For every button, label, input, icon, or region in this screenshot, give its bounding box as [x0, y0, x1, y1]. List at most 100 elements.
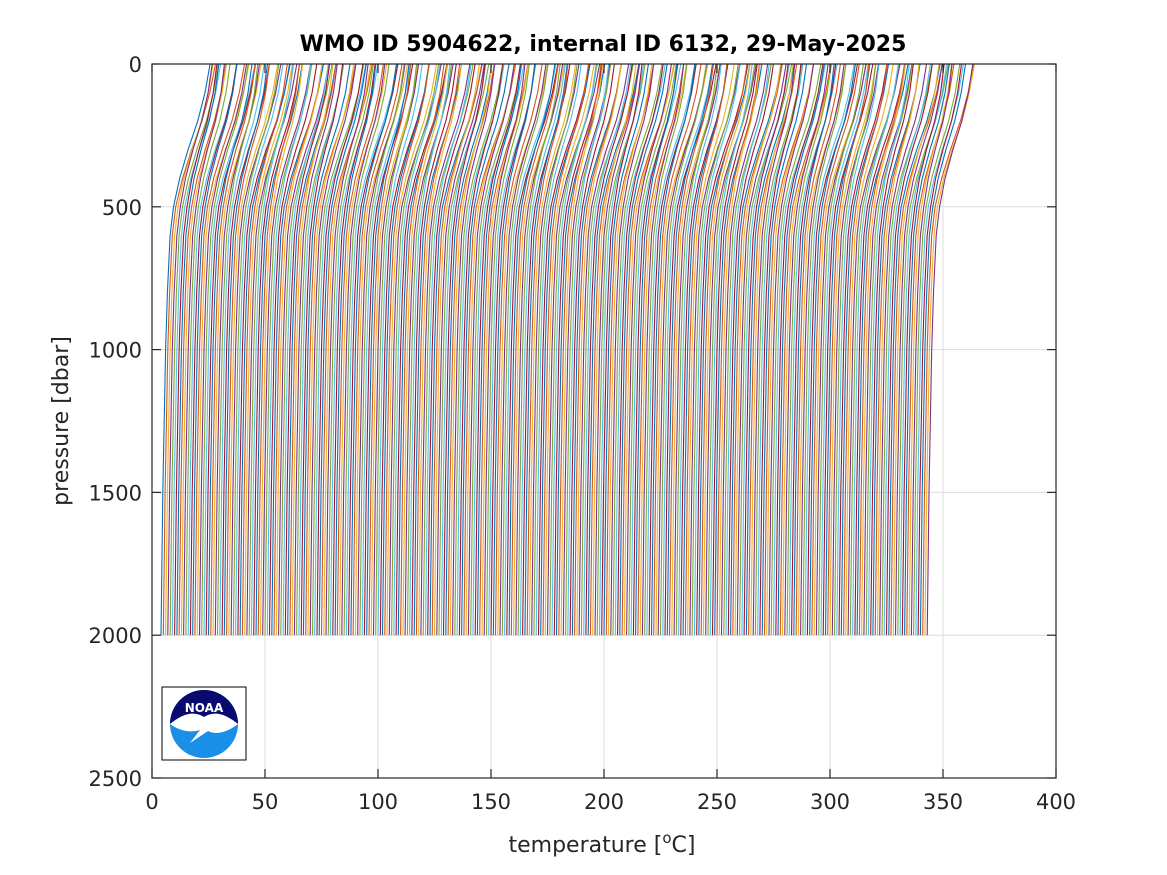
- temperature-profile-line: [700, 63, 748, 636]
- temperature-profile-line: [307, 63, 355, 636]
- temperature-profile-line: [266, 63, 312, 636]
- temperature-profile-line: [474, 63, 521, 636]
- temperature-profile-line: [352, 63, 403, 636]
- temperature-profile-line: [772, 63, 827, 636]
- temperature-profile-line: [811, 63, 860, 636]
- temperature-profile-line: [192, 63, 238, 636]
- temperature-profile-line: [185, 63, 231, 636]
- temperature-profile-line: [268, 63, 318, 636]
- temperature-profile-line: [646, 63, 696, 636]
- temperature-profile-line: [831, 63, 880, 636]
- temperature-profile-line: [427, 63, 476, 636]
- temperature-profile-line: [375, 63, 418, 636]
- temperature-profile-line: [836, 63, 880, 636]
- temperature-profile-line: [854, 63, 906, 636]
- temperature-profile-line: [210, 63, 256, 636]
- temperature-profile-line: [517, 63, 561, 636]
- temperature-profile-line: [454, 63, 504, 636]
- temperature-profile-line: [786, 63, 832, 636]
- temperature-profile-line: [711, 63, 758, 636]
- temperature-profile-line: [368, 63, 412, 636]
- temperature-profile-line: [827, 63, 870, 636]
- temperature-profile-line: [501, 63, 549, 636]
- temperature-profile-line: [226, 63, 270, 636]
- y-axis-label: pressure [dbar]: [49, 336, 74, 506]
- temperature-profile-line: [736, 63, 787, 636]
- temperature-profile-line: [415, 63, 461, 636]
- temperature-profile-line: [578, 63, 630, 636]
- temperature-profile-line: [447, 63, 495, 636]
- temperature-profile-line: [628, 63, 677, 636]
- temperature-profile-line: [372, 63, 420, 636]
- y-tick-label: 2500: [89, 767, 142, 791]
- temperature-profile-line: [366, 63, 410, 636]
- temperature-profile-line: [162, 63, 217, 636]
- temperature-profile-line: [411, 63, 457, 636]
- temperature-profile-line: [546, 63, 601, 636]
- x-tick-label: 50: [252, 790, 279, 814]
- axes: 0 50 100 150 200 250 300 350 400 0 500 1000 1500 2000…: [89, 53, 1077, 814]
- temperature-profile-line: [506, 63, 559, 636]
- temperature-profile-line: [768, 63, 814, 636]
- temperature-profile-line: [745, 63, 795, 636]
- temperature-profile-line: [542, 63, 590, 636]
- x-tick-label: 300: [810, 790, 850, 814]
- temperature-profile-line: [725, 63, 770, 636]
- temperature-profile-line: [659, 63, 707, 636]
- temperature-profile-line: [216, 63, 259, 636]
- temperature-profile-line: [207, 63, 253, 636]
- temperature-profile-line: [603, 63, 649, 636]
- temperature-profile-line: [569, 63, 615, 636]
- temperature-profile-line: [630, 63, 682, 636]
- temperature-profile-line: [822, 63, 874, 636]
- temperature-profile-line: [409, 63, 451, 636]
- temperature-profile-line: [752, 63, 796, 636]
- temperature-profile-line: [833, 63, 877, 636]
- temperature-profile-line: [583, 63, 632, 636]
- temperature-profile-line: [241, 63, 288, 636]
- temperature-profile-line: [257, 63, 300, 636]
- temperature-profile-line: [901, 63, 945, 636]
- temperature-profile-line: [702, 63, 751, 636]
- temperature-profile-line: [684, 63, 728, 636]
- temperature-profile-line: [691, 63, 739, 636]
- temperature-profile-line: [802, 63, 847, 636]
- temperature-profile-line: [262, 63, 312, 636]
- temperature-profile-line: [635, 63, 678, 636]
- temperature-profile-line: [623, 63, 675, 636]
- temperature-profile-line: [223, 63, 269, 636]
- temperature-profile-line: [452, 63, 496, 636]
- temperature-profile-line: [167, 63, 213, 636]
- temperature-profile-line: [377, 63, 423, 636]
- temperature-profile-line: [519, 63, 566, 636]
- temperature-profile-line: [610, 63, 655, 636]
- temperature-profile-line: [592, 63, 637, 636]
- temperature-profile-line: [673, 63, 721, 636]
- temperature-profile-line: [332, 63, 376, 636]
- temperature-profile-line: [228, 63, 279, 636]
- temperature-profile-line: [734, 63, 782, 636]
- temperature-profile-line: [784, 63, 829, 636]
- temperature-profile-line: [607, 63, 653, 636]
- temperature-profile-line: [442, 63, 486, 636]
- temperature-profile-line: [759, 63, 802, 636]
- temperature-profile-line: [230, 63, 282, 636]
- temperature-profile-line: [619, 63, 668, 636]
- temperature-profile-line: [908, 63, 953, 636]
- temperature-profile-line: [793, 63, 835, 636]
- temperature-profile-line: [510, 63, 559, 636]
- temperature-profile-line: [422, 63, 474, 636]
- temperature-profile-line: [232, 63, 280, 636]
- temperature-profile-line: [345, 63, 398, 636]
- temperature-profile-line: [585, 63, 633, 636]
- temperature-profile-line: [617, 63, 664, 636]
- temperature-profile-line: [560, 63, 604, 636]
- temperature-profile-line: [806, 63, 859, 636]
- temperature-profile-line: [894, 63, 943, 636]
- x-tick-label: 0: [145, 790, 158, 814]
- noaa-logo-text: NOAA: [185, 701, 224, 715]
- temperature-profile-line: [533, 63, 578, 636]
- temperature-profile-line: [291, 63, 334, 636]
- temperature-profile-line: [544, 63, 595, 636]
- temperature-profile-line: [594, 63, 640, 636]
